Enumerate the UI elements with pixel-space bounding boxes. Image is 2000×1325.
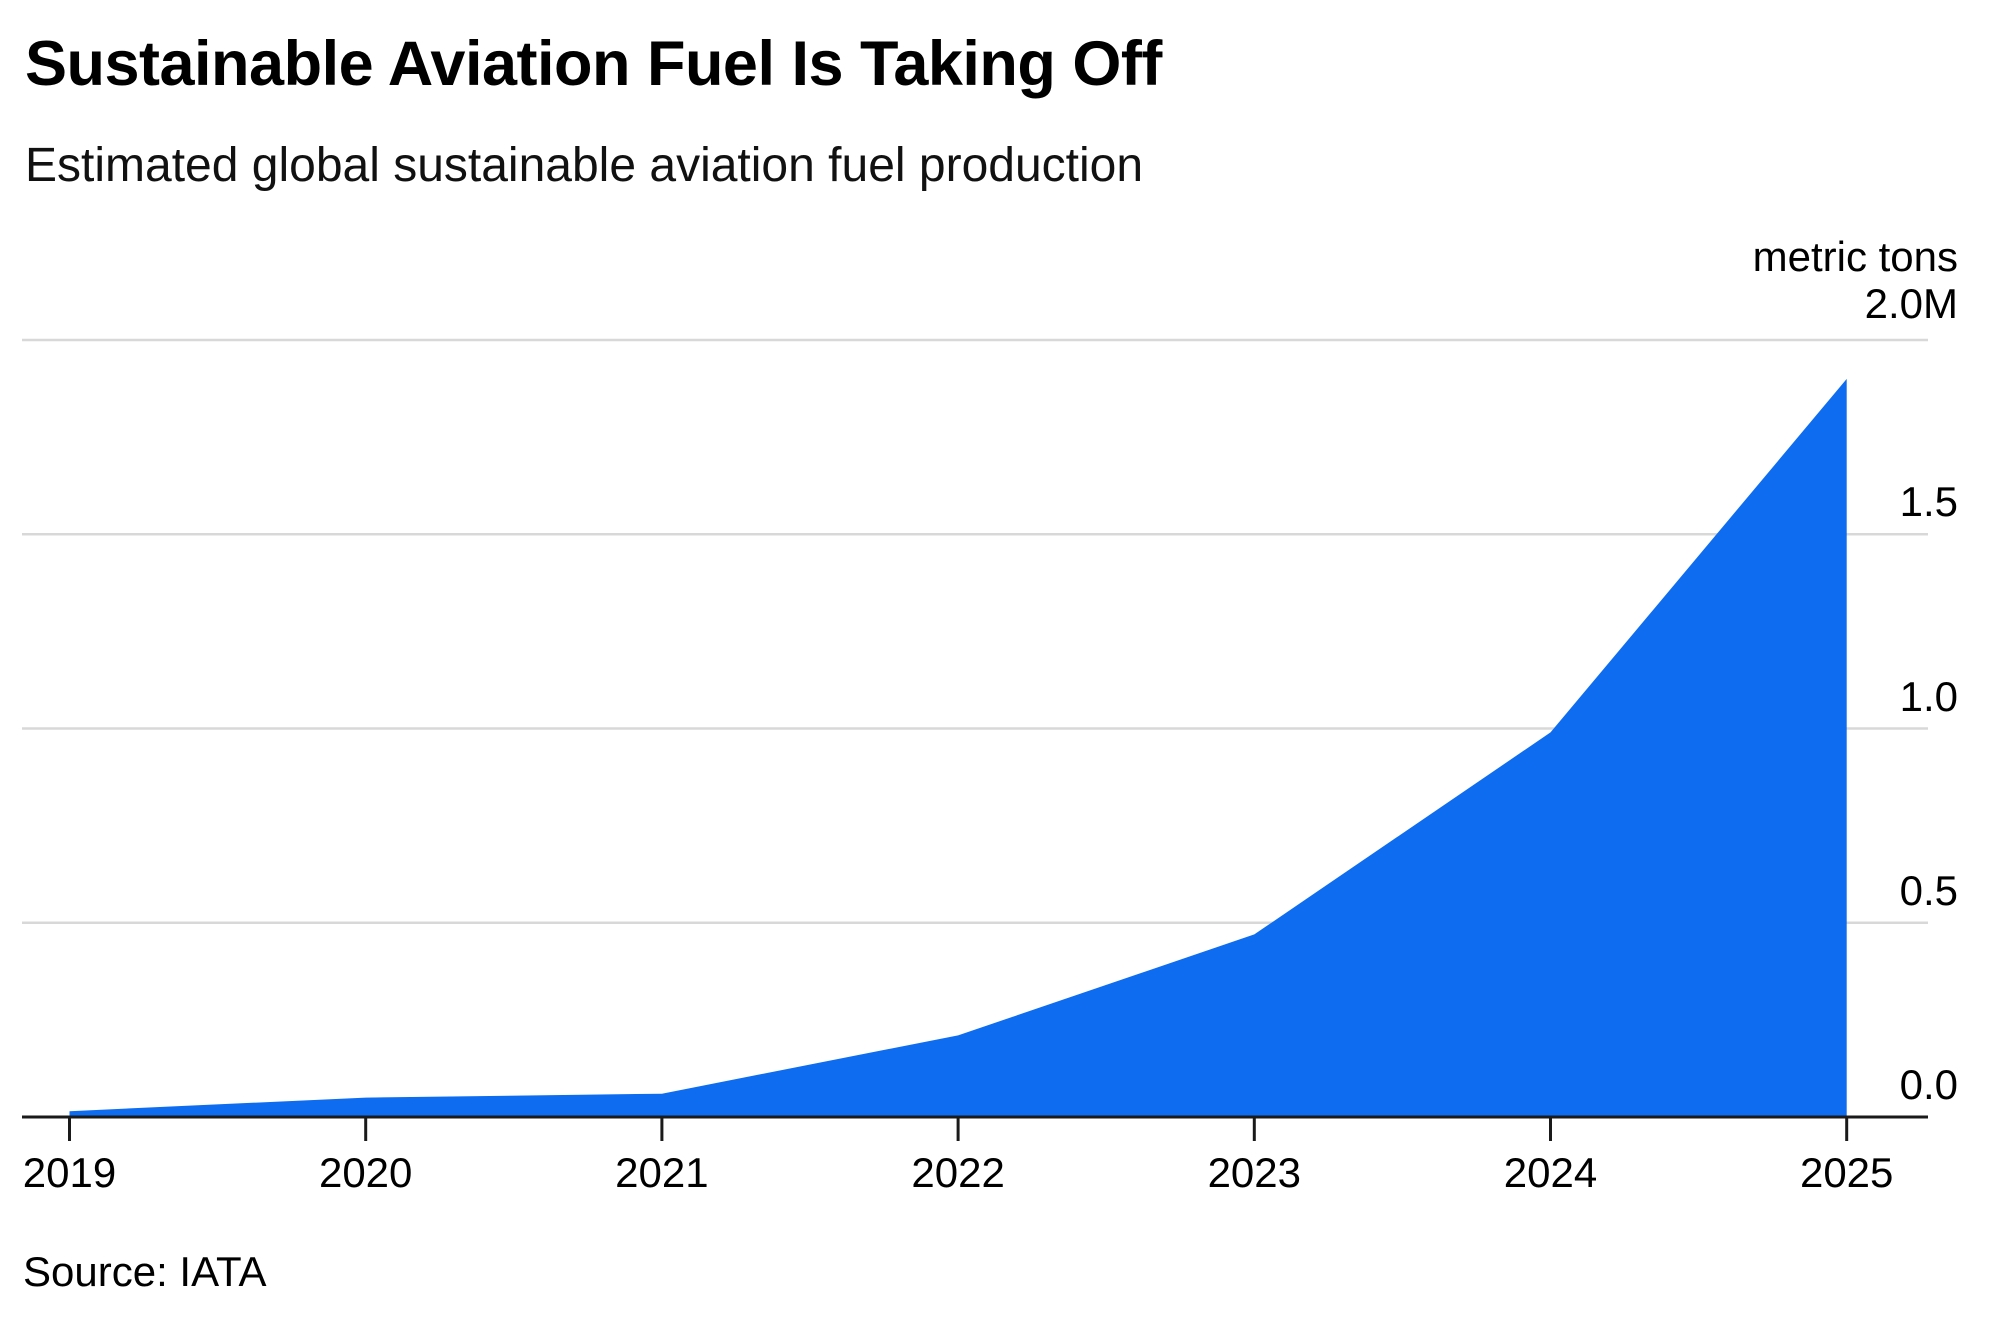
y-axis-label-0.0: 0.0 (1899, 1061, 1958, 1108)
x-axis-label-2022: 2022 (911, 1149, 1005, 1196)
page-title: Sustainable Aviation Fuel Is Taking Off (25, 29, 1162, 99)
y-axis-label-2.0M: 2.0M (1864, 280, 1958, 327)
y-axis-label-0.5: 0.5 (1899, 866, 1958, 914)
area-series (69, 378, 1847, 1117)
source-note: Source: IATA (23, 1248, 267, 1295)
x-axis-label-2025: 2025 (1799, 1149, 1894, 1196)
x-axis-label-2020: 2020 (318, 1149, 413, 1196)
x-axis-label-2019: 2019 (22, 1149, 117, 1196)
x-axis-label-2023: 2023 (1207, 1149, 1302, 1196)
x-axis-label-2021: 2021 (615, 1149, 709, 1196)
x-axis-label-2024: 2024 (1503, 1149, 1598, 1196)
y-axis-label-1.5: 1.5 (1899, 478, 1958, 526)
y-axis-unit-label: metric tons (1752, 233, 1958, 280)
page-subtitle: Estimated global sustainable aviation fu… (25, 139, 1144, 192)
y-axis-label-1.0: 1.0 (1899, 672, 1958, 720)
